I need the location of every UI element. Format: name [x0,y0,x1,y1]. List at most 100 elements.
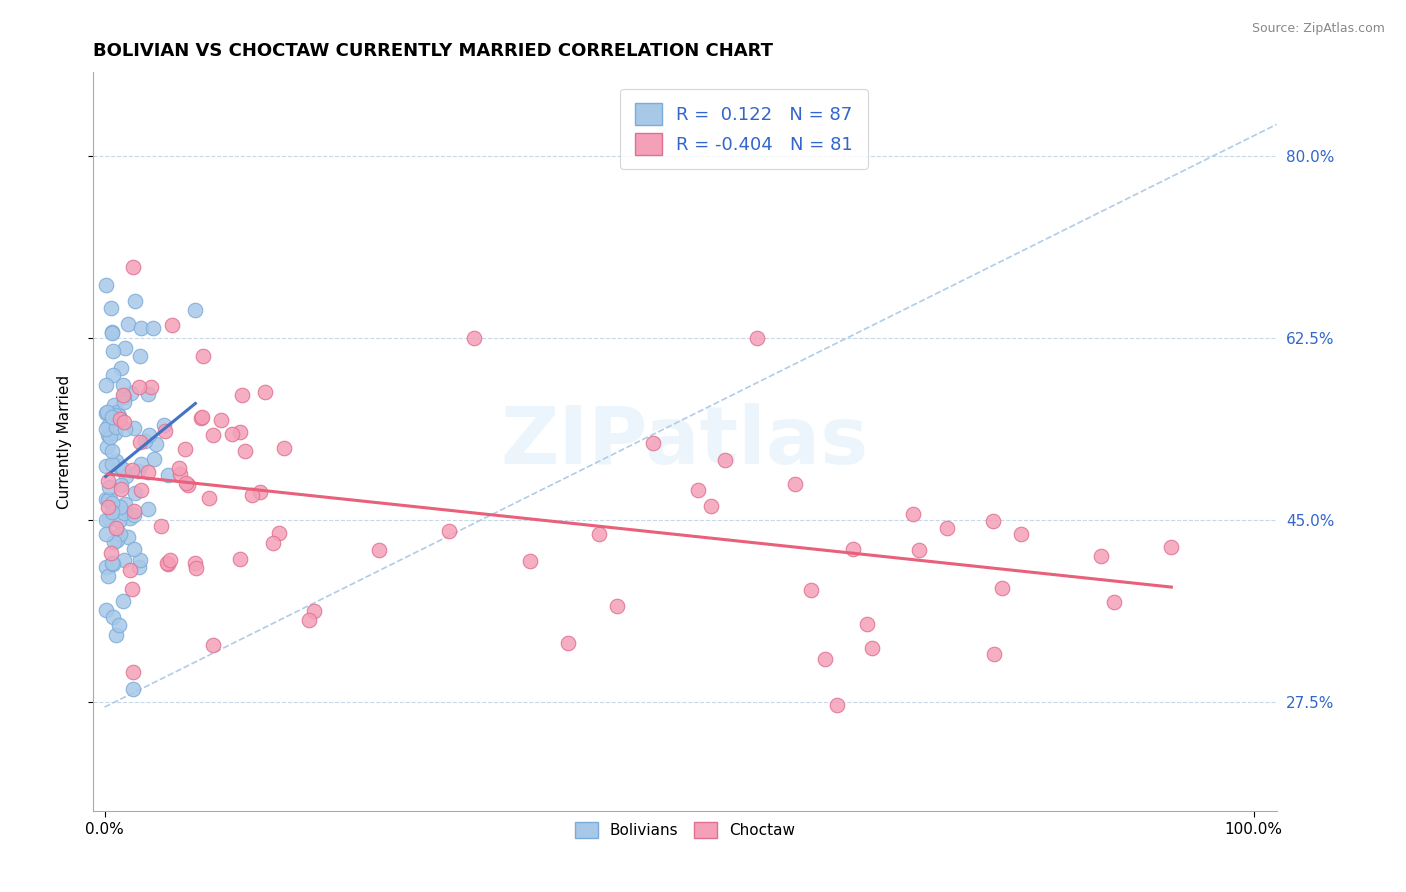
Point [269,525,291,540]
Point [825,698,848,712]
Point [96,440,118,454]
Point [153,424,176,438]
Point [700,500,723,514]
Point [112,506,135,520]
Point [94,421,117,435]
Point [714,452,737,467]
Point [273,441,295,455]
Point [153,418,176,433]
Point [143,451,166,466]
Point [122,504,145,518]
Point [97,500,120,514]
Point [103,426,125,441]
Point [981,515,1004,529]
Point [860,641,883,656]
Point [557,636,579,650]
Point [139,380,162,394]
Point [201,638,224,652]
Point [117,317,139,331]
Point [983,647,1005,661]
Point [101,556,124,570]
Point [110,482,132,496]
Point [128,380,150,394]
Point [190,410,212,425]
Point [117,530,139,544]
Point [145,437,167,451]
Point [298,613,321,627]
Point [129,483,152,498]
Point [112,553,135,567]
Point [1160,540,1182,554]
Point [122,542,145,557]
Point [747,331,769,345]
Point [463,331,485,345]
Point [138,387,160,401]
Point [124,485,146,500]
Point [110,527,132,541]
Point [105,453,128,467]
Point [127,464,149,478]
Point [686,483,709,497]
Point [136,502,159,516]
Text: ZIPatlas: ZIPatlas [501,403,869,481]
Point [128,559,150,574]
Point [104,409,127,423]
Point [228,425,250,439]
Y-axis label: Currently Married: Currently Married [58,375,72,508]
Point [159,553,181,567]
Point [254,384,277,399]
Point [108,500,131,515]
Point [103,534,125,549]
Point [186,560,208,574]
Point [105,420,128,434]
Point [115,469,138,483]
Point [169,467,191,481]
Point [100,443,122,458]
Point [233,444,256,458]
Point [302,604,325,618]
Point [96,560,118,574]
Point [184,302,207,317]
Point [184,557,207,571]
Point [1090,549,1112,564]
Point [907,542,929,557]
Point [112,594,135,608]
Point [814,652,837,666]
Point [105,533,128,548]
Point [174,476,197,491]
Point [94,527,117,541]
Point [108,411,131,425]
Point [173,442,195,457]
Point [94,277,117,292]
Point [100,430,122,444]
Point [129,321,152,335]
Point [190,409,212,424]
Point [98,492,121,507]
Point [1010,527,1032,541]
Point [97,569,120,583]
Point [198,491,221,506]
Point [156,556,179,570]
Point [588,526,610,541]
Point [128,435,150,450]
Point [110,478,132,492]
Point [229,552,252,566]
Point [122,681,145,696]
Point [209,413,232,427]
Point [437,524,460,539]
Point [98,512,121,526]
Point [114,341,136,355]
Point [122,421,145,435]
Point [97,475,120,489]
Point [104,628,127,642]
Point [136,465,159,479]
Point [121,260,143,275]
Point [111,388,134,402]
Point [101,557,124,571]
Point [98,480,121,494]
Legend: Bolivians, Choctaw: Bolivians, Choctaw [568,816,801,844]
Point [221,427,243,442]
Point [519,554,541,568]
Point [800,583,823,598]
Point [191,349,214,363]
